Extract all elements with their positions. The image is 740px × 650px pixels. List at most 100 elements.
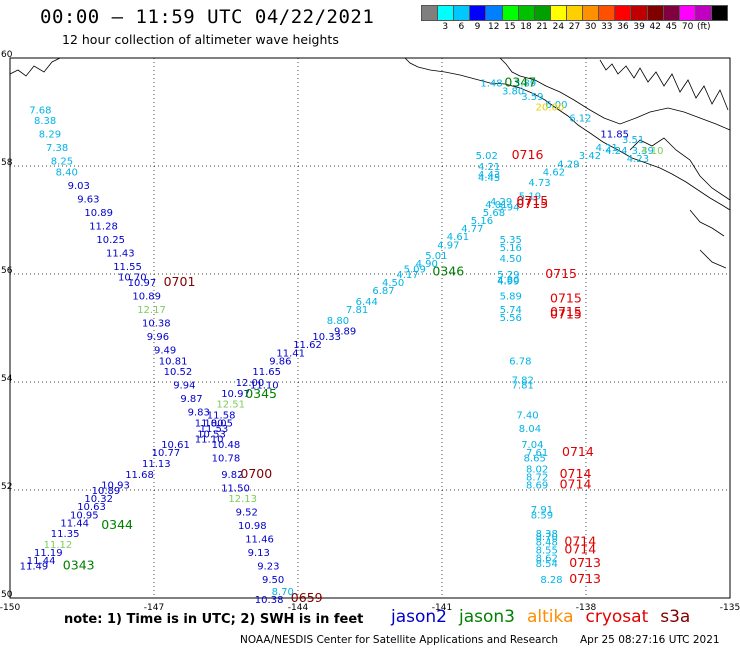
colorbar-swatch [599, 5, 616, 21]
swh-label: 11.55 [113, 262, 142, 273]
map-frame [9, 57, 731, 599]
swh-label: 11.10 [195, 435, 224, 446]
coastline [9, 57, 731, 269]
colorbar-swatch [631, 5, 648, 21]
swh-label: 10.98 [238, 521, 267, 532]
coastline-alaska-inland [499, 57, 731, 131]
swh-label: 4.17 [396, 270, 418, 281]
swh-label: 8.70 [272, 587, 294, 598]
swh-label: 11.53 [200, 424, 229, 435]
swh-label: 10.89 [84, 208, 113, 219]
colorbar-label: 3 [442, 22, 449, 32]
swh-label: 5.09 [404, 265, 426, 276]
track-time-label: 0715 [516, 196, 548, 211]
swh-label: 4.29 [557, 159, 579, 170]
track-time-label: 0713 [569, 571, 601, 586]
swh-label: 12.51 [216, 400, 245, 411]
track-time-label: 0344 [101, 517, 133, 532]
colorbar-label: 18 [520, 22, 532, 32]
swh-label: 8.54 [536, 559, 558, 570]
swh-label: 5.68 [483, 208, 505, 219]
swh-label: 3.94 [497, 203, 519, 214]
swh-label: 4.97 [437, 240, 459, 251]
track-time-label: 0347 [504, 74, 536, 89]
swh-label: 8.80 [327, 316, 349, 327]
swh-label: 3.80 [502, 86, 524, 97]
map-title: 00:00 – 11:59 UTC 04/22/2021 [40, 6, 375, 28]
swh-label: 4.29 [490, 197, 512, 208]
swh-label: 10.32 [84, 494, 113, 505]
colorbar-swatch [566, 5, 584, 21]
track-time-label: 0715 [550, 307, 582, 322]
swh-label: 10.33 [312, 332, 341, 343]
colorbar-swatch [470, 5, 487, 21]
swh-label: 3.89 [514, 78, 536, 89]
swh-label: 8.28 [540, 575, 562, 586]
swh-label: 4.90 [416, 259, 438, 270]
swh-label: 3.59 [521, 92, 543, 103]
swh-label: 11.62 [293, 340, 322, 351]
colorbar-labels: 3 6 9 12 15 18 21 24 27 30 33 36 39 42 45 70 (ft) [421, 22, 740, 36]
swh-label: 8.38 [34, 116, 56, 127]
swh-label: 5.35 [500, 235, 522, 246]
lat-tick-label: 56 [1, 266, 13, 276]
swh-label: 10.97 [128, 278, 157, 289]
swh-label: 8.55 [536, 545, 558, 556]
swh-label: 4.61 [447, 232, 469, 243]
swh-label: 11.68 [125, 470, 154, 481]
lon-tick-label: -141 [432, 603, 452, 613]
colorbar-swatch [711, 5, 729, 21]
swh-label: 4.10 [641, 146, 663, 157]
swh-label: 8.29 [39, 130, 61, 141]
swh-label: 8.04 [519, 424, 541, 435]
swh-label: 12.13 [228, 494, 257, 505]
track-time-label: 0346 [432, 263, 464, 278]
track-time-label: 0714 [562, 444, 594, 459]
swh-label: 11.46 [245, 535, 274, 546]
swh-label: 9.50 [262, 575, 284, 586]
swh-label: 8.48 [536, 537, 558, 548]
swh-label: 11.58 [207, 410, 236, 421]
swh-label: 9.03 [68, 181, 90, 192]
swh-colorbar [421, 5, 729, 21]
track-time-label: 0714 [560, 477, 592, 492]
colorbar-swatch [695, 5, 712, 21]
swh-label: 11.12 [44, 540, 73, 551]
colorbar-swatch [679, 5, 696, 21]
swh-label: 9.94 [173, 381, 195, 392]
coastline-alaska [404, 57, 731, 211]
colorbar-label: 42 [649, 22, 662, 32]
swh-label: 6.44 [356, 297, 378, 308]
satellite-legend: jason2 jason3 altika cryosat s3a [391, 607, 702, 627]
colorbar-label: 21 [536, 22, 548, 32]
lon-tick-label: -147 [144, 603, 164, 613]
swh-label: 11.19 [34, 548, 63, 559]
swh-label: 6.87 [372, 286, 394, 297]
swh-label: 8.25 [51, 157, 73, 168]
track-time-label: 0715 [550, 290, 582, 305]
swh-label: 3.51 [622, 135, 644, 146]
swh-label: 10.48 [212, 440, 241, 451]
credit-line: NOAA/NESDIS Center for Satellite Applica… [240, 634, 558, 646]
swh-label: 9.87 [180, 394, 202, 405]
swh-label: 11.43 [106, 248, 135, 259]
swh-label: 4.21 [596, 143, 618, 154]
swh-label: 5.89 [500, 292, 522, 303]
grid-lines [10, 58, 730, 598]
credit-date: Apr 25 08:27:16 UTC 2021 [580, 634, 720, 646]
swh-label: 4.45 [478, 173, 500, 184]
swh-label: 7.81 [346, 305, 368, 316]
swh-label: 10.93 [101, 481, 130, 492]
colorbar-label: 45 [665, 22, 678, 32]
swh-label: 7.40 [516, 410, 538, 421]
track-time-label: 0659 [291, 590, 323, 605]
swh-label: 10.70 [118, 273, 147, 284]
swh-label: 7.61 [526, 448, 548, 459]
lon-tick-label: -144 [288, 603, 309, 613]
track-time-label: 0343 [63, 558, 95, 573]
swh-label: 9.13 [248, 548, 270, 559]
swh-label: 12.17 [137, 305, 166, 316]
colorbar-label: 24 [552, 22, 565, 32]
swh-label: 3.42 [579, 151, 601, 162]
swh-label: 9.49 [154, 346, 176, 357]
